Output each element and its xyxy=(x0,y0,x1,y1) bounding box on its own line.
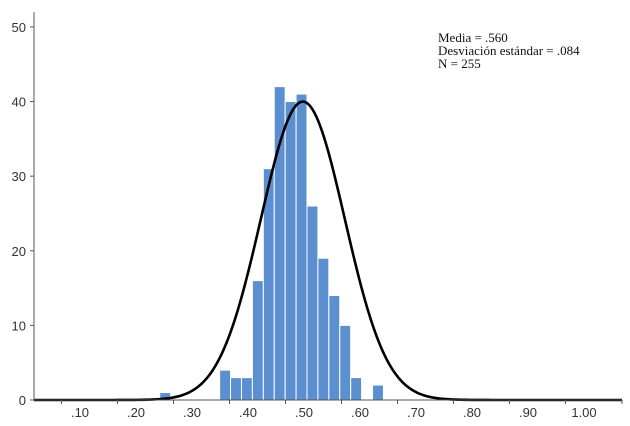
histogram-bar-3 xyxy=(240,377,253,401)
axes xyxy=(33,12,622,401)
histogram-bar-10 xyxy=(317,257,330,401)
x-tick-label-7: .80 xyxy=(463,405,481,420)
histogram-bar-9 xyxy=(306,205,319,401)
histogram-bar-1 xyxy=(219,369,232,401)
histogram-bar-14 xyxy=(372,384,384,401)
stat-n: N = 255 xyxy=(438,56,481,71)
x-ticks: .10 .20 .30 .40 .50 .60 .70 .80 .90 1.00 xyxy=(61,400,623,420)
stat-mean: Media = .560 xyxy=(438,30,508,45)
y-tick-label-3: 30 xyxy=(12,169,26,184)
x-tick-label-4: .50 xyxy=(295,405,313,420)
y-tick-label-2: 20 xyxy=(12,244,26,259)
histogram-bar-12 xyxy=(339,324,352,401)
x-tick-label-9: 1.00 xyxy=(571,405,596,420)
y-tick-label-1: 10 xyxy=(12,318,26,333)
histogram-bars xyxy=(159,86,384,401)
y-ticks: 0 10 20 30 40 50 xyxy=(12,20,34,408)
x-tick-label-6: .70 xyxy=(407,405,425,420)
histogram-bar-11 xyxy=(328,295,341,401)
histogram-bar-8 xyxy=(295,93,308,401)
histogram-bar-13 xyxy=(350,377,363,401)
stat-sd: Desviación estándar = .084 xyxy=(438,43,580,58)
histogram-bar-2 xyxy=(230,377,242,401)
y-tick-label-0: 0 xyxy=(19,393,26,408)
y-tick-label-5: 50 xyxy=(12,20,26,35)
x-tick-label-0: .10 xyxy=(71,405,89,420)
stats-box: Media = .560 Desviación estándar = .084 … xyxy=(438,30,580,71)
histogram-bar-7 xyxy=(284,101,297,401)
x-tick-label-2: .30 xyxy=(183,405,201,420)
x-tick-label-5: .60 xyxy=(351,405,369,420)
x-tick-label-8: .90 xyxy=(519,405,537,420)
x-tick-label-1: .20 xyxy=(127,405,145,420)
y-tick-label-4: 40 xyxy=(12,95,26,110)
histogram-bar-4 xyxy=(251,280,264,401)
x-tick-label-3: .40 xyxy=(239,405,257,420)
